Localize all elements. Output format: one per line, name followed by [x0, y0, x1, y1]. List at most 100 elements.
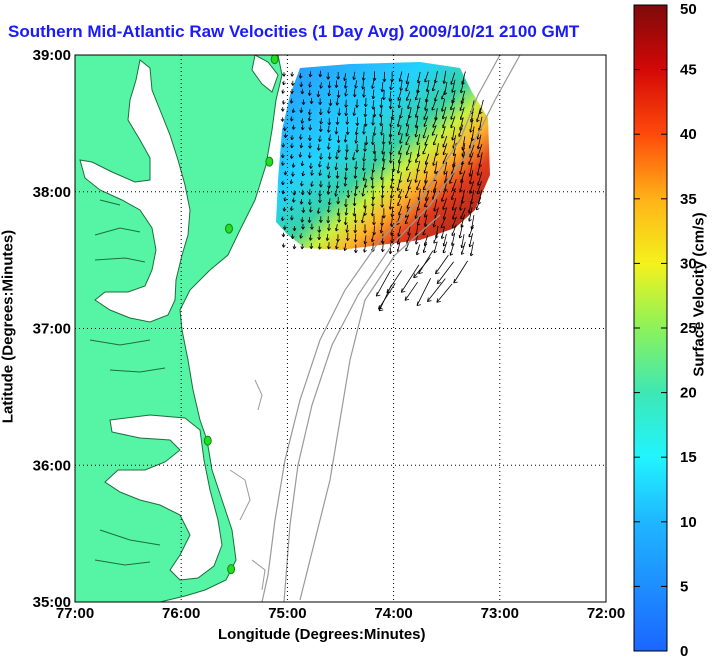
velocity-arrow-head: [471, 138, 475, 142]
velocity-arrow-head: [397, 170, 401, 174]
velocity-arrow-head: [319, 101, 323, 105]
velocity-arrow: [413, 257, 431, 278]
velocity-arrow-head: [453, 153, 457, 157]
velocity-arrow-head: [336, 102, 340, 106]
velocity-arrow: [462, 142, 466, 157]
colorbar-tick-label: 5: [680, 578, 688, 595]
velocity-arrow-head: [452, 217, 456, 220]
velocity-arrow-head: [417, 154, 421, 158]
velocity-arrow-head: [318, 219, 322, 223]
velocity-arrow-head: [406, 206, 411, 209]
velocity-arrow-head: [431, 108, 435, 111]
velocity-arrow-head: [281, 218, 285, 221]
velocity-arrow-head: [291, 137, 295, 141]
velocity-arrow-head: [400, 115, 403, 119]
velocity-arrow-head: [308, 237, 311, 241]
velocity-arrow-head: [309, 192, 312, 196]
velocity-arrow: [424, 171, 428, 184]
velocity-arrow: [442, 143, 448, 155]
velocity-arrow: [397, 116, 401, 127]
velocity-arrow: [326, 233, 329, 241]
velocity-arrow: [345, 108, 347, 116]
velocity-arrow-head: [302, 192, 305, 196]
velocity-arrow-head: [408, 115, 412, 119]
velocity-arrow-head: [301, 219, 305, 223]
velocity-arrow-head: [291, 126, 294, 130]
velocity-arrow-head: [417, 80, 421, 84]
velocity-arrow-head: [405, 222, 409, 225]
velocity-arrow-head: [451, 137, 453, 141]
velocity-arrow-head: [326, 166, 329, 170]
velocity-arrow-head: [282, 191, 286, 195]
velocity-arrow: [450, 72, 456, 85]
velocity-arrow: [328, 89, 331, 97]
velocity-arrow: [453, 260, 468, 284]
velocity-arrow-head: [380, 132, 382, 136]
velocity-arrow-head: [291, 109, 294, 113]
velocity-arrow: [469, 144, 475, 158]
velocity-arrow: [399, 71, 403, 82]
velocity-arrow: [328, 125, 330, 133]
velocity-arrow-head: [461, 147, 463, 151]
velocity-arrow: [462, 136, 466, 151]
velocity-arrow: [451, 79, 456, 93]
velocity-arrow: [443, 161, 448, 175]
velocity-arrow-head: [344, 104, 347, 108]
velocity-arrow: [469, 162, 473, 177]
velocity-arrow-head: [435, 272, 440, 275]
velocity-arrow-head: [415, 98, 419, 101]
velocity-arrow-head: [289, 180, 292, 184]
velocity-arrow-head: [443, 180, 446, 184]
velocity-arrow-head: [365, 142, 369, 146]
velocity-arrow-head: [371, 106, 374, 110]
velocity-arrow: [404, 214, 410, 224]
velocity-arrow-head: [293, 199, 296, 203]
velocity-arrow: [461, 71, 466, 85]
velocity-arrow: [422, 144, 428, 155]
velocity-arrow: [416, 278, 431, 306]
velocity-arrow-head: [388, 160, 392, 164]
velocity-arrow-head: [327, 156, 330, 160]
velocity-arrow-head: [345, 131, 349, 135]
velocity-arrow: [415, 125, 419, 138]
velocity-arrow: [345, 207, 348, 216]
velocity-arrow: [434, 161, 438, 174]
velocity-arrow-head: [302, 127, 305, 131]
velocity-arrow-head: [280, 108, 284, 112]
velocity-arrow: [372, 89, 375, 99]
velocity-arrow-head: [353, 113, 357, 116]
velocity-arrow: [451, 126, 456, 141]
velocity-arrow: [383, 90, 385, 100]
velocity-arrow: [468, 152, 474, 165]
velocity-arrow-head: [414, 241, 417, 245]
velocity-arrow-head: [284, 198, 288, 202]
velocity-arrow-head: [433, 143, 437, 146]
velocity-arrow-head: [422, 233, 426, 236]
velocity-arrow: [450, 116, 456, 128]
velocity-arrow-head: [318, 147, 321, 151]
velocity-arrow-head: [319, 173, 323, 176]
velocity-arrow: [327, 162, 329, 170]
velocity-arrow-head: [320, 121, 324, 125]
velocity-arrow-head: [334, 131, 337, 135]
velocity-arrow-head: [301, 246, 305, 250]
colorbar-label: Surface Velocity (cm/s): [690, 212, 708, 377]
velocity-arrow: [469, 180, 475, 194]
velocity-arrow-head: [383, 78, 387, 82]
velocity-arrow-head: [354, 230, 358, 234]
velocity-arrow-head: [299, 84, 302, 88]
velocity-arrow-head: [317, 94, 321, 98]
velocity-arrow-head: [310, 166, 313, 169]
velocity-arrow-head: [343, 221, 346, 226]
velocity-arrow-head: [441, 236, 445, 240]
velocity-arrow-head: [436, 298, 439, 303]
velocity-arrow: [345, 88, 347, 97]
velocity-arrow-head: [299, 75, 303, 79]
velocity-arrow-head: [327, 246, 329, 250]
velocity-arrow: [328, 81, 331, 89]
velocity-arrow-head: [290, 207, 292, 211]
velocity-arrow: [382, 144, 385, 155]
velocity-arrow-head: [452, 138, 455, 141]
velocity-arrow-head: [400, 88, 404, 91]
y-tick-label: 38:00: [33, 184, 71, 201]
